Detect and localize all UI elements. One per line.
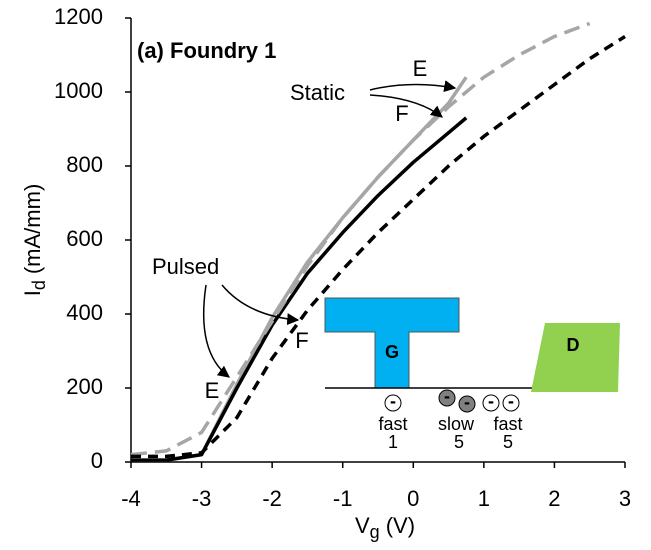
y-tick-label: 400: [66, 300, 103, 325]
trap-label: 1: [388, 432, 398, 452]
trap: [482, 394, 500, 412]
trap-label: fast: [493, 414, 522, 434]
x-axis-title: Vg (V): [355, 513, 415, 542]
arrow: [221, 284, 300, 326]
x-tick-label: -3: [192, 486, 212, 511]
y-tick-label: 0: [91, 448, 103, 473]
trap-label: fast: [378, 414, 407, 434]
annotation: Static: [290, 80, 345, 105]
y-tick-label: 600: [66, 226, 103, 251]
device-diagram: G D - - - - - fast 1 slow 5 fast 5: [324, 297, 620, 452]
arrow: [369, 80, 457, 93]
x-tick-label: -4: [121, 486, 141, 511]
electron: -: [464, 392, 470, 412]
series-line: [131, 116, 468, 462]
x-tick-label: -2: [262, 486, 282, 511]
trap-label: slow: [438, 414, 475, 434]
trap: [384, 394, 402, 412]
y-tick-label: 800: [66, 152, 103, 177]
trap-label: 5: [454, 432, 464, 452]
x-tick-label: 3: [619, 486, 631, 511]
x-tick-label: 0: [407, 486, 419, 511]
annotation: E: [205, 378, 220, 403]
annotation: F: [295, 328, 308, 353]
electron: -: [508, 391, 514, 411]
arrows: [202, 80, 457, 378]
electron: -: [488, 391, 494, 411]
x-tick-label: 2: [548, 486, 560, 511]
drain-shape: [531, 323, 620, 392]
drain-label: D: [567, 335, 580, 355]
y-axis-title: Id(mA/mm): [20, 184, 49, 297]
series-line: [130, 21, 591, 457]
trap: [458, 395, 476, 413]
annotation: F: [395, 101, 408, 126]
gate-label: G: [385, 342, 399, 362]
series-line: [131, 35, 626, 459]
electron: -: [444, 386, 450, 406]
y-tick-label: 1000: [54, 78, 103, 103]
y-tick-label: 1200: [54, 4, 103, 29]
electron: -: [390, 391, 396, 411]
arrow: [369, 94, 443, 118]
annotation: E: [413, 56, 428, 81]
chart-title: (a) Foundry 1: [137, 38, 276, 63]
x-tick-label: 1: [478, 486, 490, 511]
x-tick-label: -1: [333, 486, 353, 511]
arrow: [202, 284, 230, 378]
y-tick-label: 200: [66, 374, 103, 399]
annotation: Pulsed: [152, 254, 219, 279]
trap: [502, 394, 520, 412]
trap-label: 5: [503, 432, 513, 452]
trap: [438, 389, 456, 407]
